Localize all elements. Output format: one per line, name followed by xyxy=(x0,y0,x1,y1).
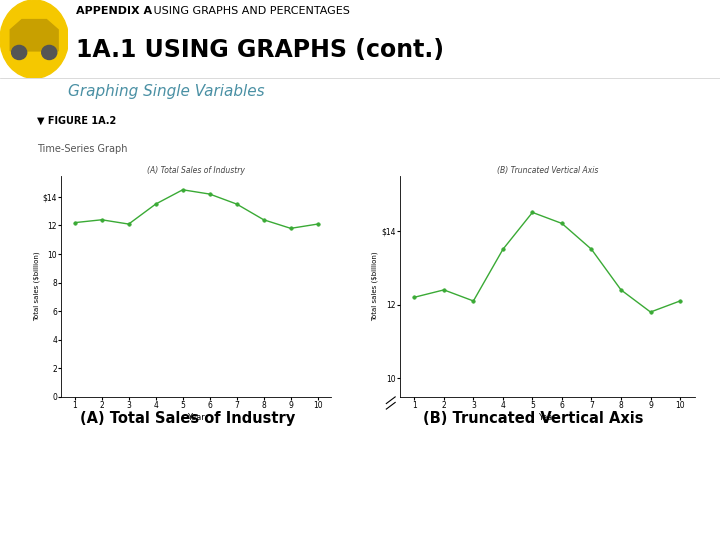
X-axis label: Year: Year xyxy=(539,413,556,422)
Ellipse shape xyxy=(12,45,27,59)
Text: USING GRAPHS AND PERCENTAGES: USING GRAPHS AND PERCENTAGES xyxy=(150,6,350,16)
Text: 1-22: 1-22 xyxy=(689,515,709,524)
Title: (A) Total Sales of Industry: (A) Total Sales of Industry xyxy=(148,166,245,175)
Text: ▼ FIGURE 1A.2: ▼ FIGURE 1A.2 xyxy=(37,116,117,126)
Text: APPENDIX A: APPENDIX A xyxy=(76,6,152,16)
Y-axis label: Total sales ($billion): Total sales ($billion) xyxy=(372,252,378,321)
Text: (B) Truncated Vertical Axis: (B) Truncated Vertical Axis xyxy=(423,411,643,426)
Text: Graphing Single Variables: Graphing Single Variables xyxy=(68,84,265,99)
Text: Time-Series Graph: Time-Series Graph xyxy=(37,144,128,154)
Y-axis label: Total sales ($billion): Total sales ($billion) xyxy=(33,252,40,321)
Text: Copyright ©2014 Pearson Education, Inc. All rights reserved.: Copyright ©2014 Pearson Education, Inc. … xyxy=(11,515,287,524)
Title: (B) Truncated Vertical Axis: (B) Truncated Vertical Axis xyxy=(497,166,598,175)
Ellipse shape xyxy=(0,0,68,78)
X-axis label: Year: Year xyxy=(187,413,205,422)
Ellipse shape xyxy=(42,45,57,59)
Text: (A) Total Sales of Industry: (A) Total Sales of Industry xyxy=(80,411,294,426)
Text: 1A.1 USING GRAPHS (cont.): 1A.1 USING GRAPHS (cont.) xyxy=(76,38,444,62)
Polygon shape xyxy=(10,19,58,51)
